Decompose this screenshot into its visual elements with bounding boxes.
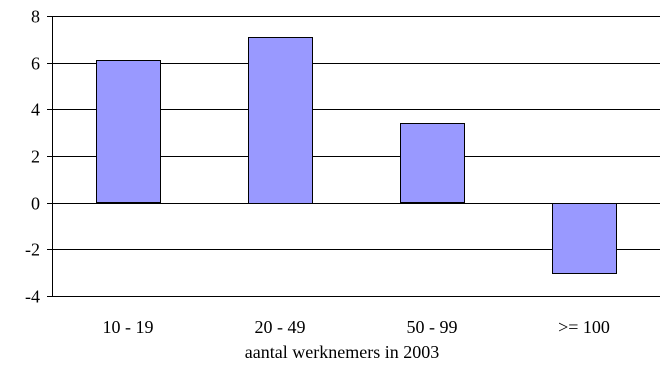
y-tick-label: 8 <box>31 7 40 27</box>
x-category-labels: 10 - 19 20 - 49 50 - 99 >= 100 <box>103 317 610 337</box>
x-axis-title: aantal werknemers in 2003 <box>245 342 439 362</box>
y-tick-label: -4 <box>25 287 40 307</box>
y-tick-label: 0 <box>31 194 40 214</box>
y-tick-labels: 8 6 4 2 0 -2 -4 <box>25 7 52 307</box>
x-category-label: 50 - 99 <box>407 317 458 337</box>
bar-3 <box>552 203 617 274</box>
bar-1 <box>248 37 313 204</box>
y-tick-label: -2 <box>25 240 40 260</box>
y-tick-label: 4 <box>31 100 40 120</box>
y-tick-label: 2 <box>31 147 40 167</box>
x-category-label: 10 - 19 <box>103 317 154 337</box>
bar-2 <box>400 123 465 203</box>
x-category-label: >= 100 <box>558 317 610 337</box>
y-tick-label: 6 <box>31 54 40 74</box>
bar-0 <box>96 60 161 203</box>
bars <box>96 37 617 274</box>
x-category-label: 20 - 49 <box>255 317 306 337</box>
